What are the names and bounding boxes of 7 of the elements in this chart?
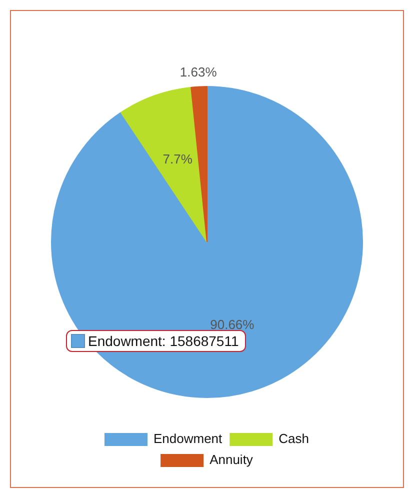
legend-label: Endowment (154, 431, 223, 446)
legend-label: Cash (278, 431, 310, 446)
legend-label: Annuity (210, 452, 254, 468)
data-label: 7.7% (162, 152, 193, 167)
data-label: 90.66% (210, 316, 255, 332)
data-label: 1.63% (180, 64, 218, 80)
text: Endowment: 158687511 (88, 333, 239, 349)
